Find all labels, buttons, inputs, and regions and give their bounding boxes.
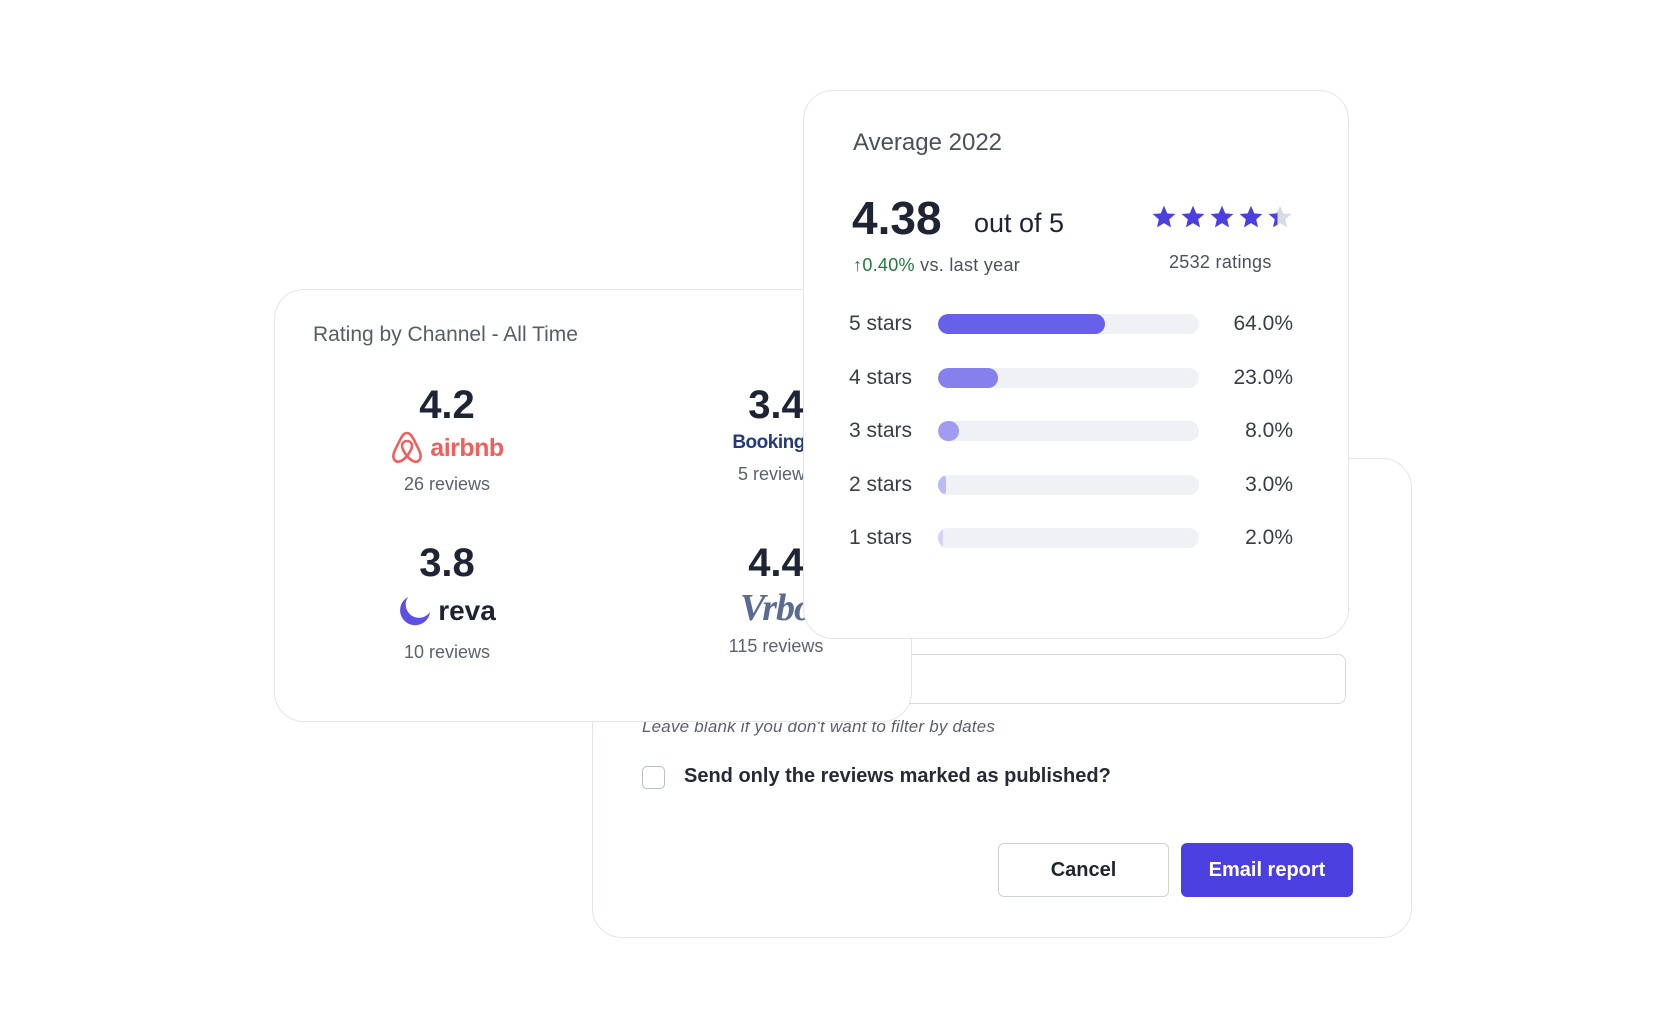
average-score: 4.38 <box>852 192 942 244</box>
distribution-row: 1 stars 2.0% <box>849 523 1309 553</box>
distribution-bar-fill <box>938 421 959 441</box>
airbnb-icon <box>392 431 423 463</box>
channel-score: 4.2 <box>419 383 475 427</box>
date-range-input[interactable] <box>873 654 1346 704</box>
distribution-percent: 3.0% <box>1245 472 1293 496</box>
distribution-label: 4 stars <box>849 365 913 389</box>
channel-reviews: 26 reviews <box>403 474 491 494</box>
distribution-bar-track <box>938 421 1199 441</box>
star-rating <box>1151 204 1293 235</box>
distribution-percent: 64.0% <box>1233 312 1293 335</box>
channel-score: 3.8 <box>419 541 475 585</box>
average-rating-card: Average 2022 4.38 out of 5 ↑0.40% vs. la… <box>803 90 1349 639</box>
arrow-up-icon: ↑ <box>853 255 863 275</box>
distribution-percent: 2.0% <box>1245 526 1293 549</box>
star-half-icon <box>1267 204 1293 235</box>
channel-score: 3.4 <box>748 383 804 427</box>
channel-reviews: 5 reviews <box>737 464 815 484</box>
channel-vrbo: 4.4 Vrbo 115 reviews <box>666 540 886 657</box>
change-value: 0.40% <box>862 255 915 275</box>
channel-reviews: 10 reviews <box>403 642 491 662</box>
published-only-label[interactable]: Send only the reviews marked as publishe… <box>684 765 1111 787</box>
distribution-percent: 8.0% <box>1245 419 1293 442</box>
star-filled-icon <box>1151 204 1177 235</box>
email-report-button[interactable]: Email report <box>1181 843 1353 897</box>
channel-airbnb: 4.2 airbnb 26 reviews <box>337 382 557 495</box>
distribution-row: 5 stars 64.0% <box>849 309 1309 339</box>
distribution-bar-track <box>938 528 1199 548</box>
booking-wordmark: Booking.c <box>732 432 820 453</box>
reva-moon-icon <box>400 597 431 626</box>
reva-wordmark: reva <box>438 595 496 626</box>
published-only-checkbox[interactable] <box>642 766 665 789</box>
card-title: Average 2022 <box>853 129 1003 156</box>
distribution-label: 3 stars <box>849 419 913 442</box>
distribution-label: 5 stars <box>849 312 913 335</box>
booking-logo: Booking.c <box>666 428 886 458</box>
change-suffix: vs. last year <box>914 255 1021 275</box>
distribution-bar-track <box>938 314 1199 334</box>
average-out-of: out of 5 <box>974 208 1065 238</box>
distribution-bar-track <box>938 474 1199 495</box>
distribution-row: 4 stars 23.0% <box>849 363 1309 393</box>
distribution-bar-track <box>938 367 1199 388</box>
star-filled-icon <box>1180 204 1206 235</box>
airbnb-wordmark: airbnb <box>430 433 504 462</box>
distribution-label: 2 stars <box>849 472 913 496</box>
vrbo-wordmark: Vrbo <box>739 587 813 629</box>
ratings-count: 2532 ratings <box>1169 252 1272 272</box>
distribution-row: 3 stars 8.0% <box>849 416 1309 446</box>
distribution-row: 2 stars 3.0% <box>849 470 1309 500</box>
distribution-label: 1 stars <box>849 526 913 549</box>
distribution-bar-fill <box>938 367 999 388</box>
channel-booking: 3.4 Booking.c 5 reviews <box>666 382 886 485</box>
distribution-bar-fill <box>938 474 946 495</box>
reva-logo: reva <box>337 586 557 636</box>
airbnb-logo: airbnb <box>337 428 557 468</box>
star-filled-icon <box>1238 204 1264 235</box>
distribution-bar-fill <box>938 314 1106 334</box>
distribution-bar-fill <box>938 528 944 548</box>
star-filled-icon <box>1209 204 1235 235</box>
distribution-percent: 23.0% <box>1233 365 1293 389</box>
channel-reva: 3.8 reva 10 reviews <box>337 540 557 663</box>
card-title: Rating by Channel - All Time <box>313 323 578 346</box>
channel-score: 4.4 <box>748 541 804 585</box>
vrbo-logo: Vrbo <box>666 586 886 630</box>
cancel-button[interactable]: Cancel <box>998 843 1169 897</box>
channel-reviews: 115 reviews <box>728 636 824 656</box>
year-change: ↑0.40% vs. last year <box>853 255 1020 276</box>
